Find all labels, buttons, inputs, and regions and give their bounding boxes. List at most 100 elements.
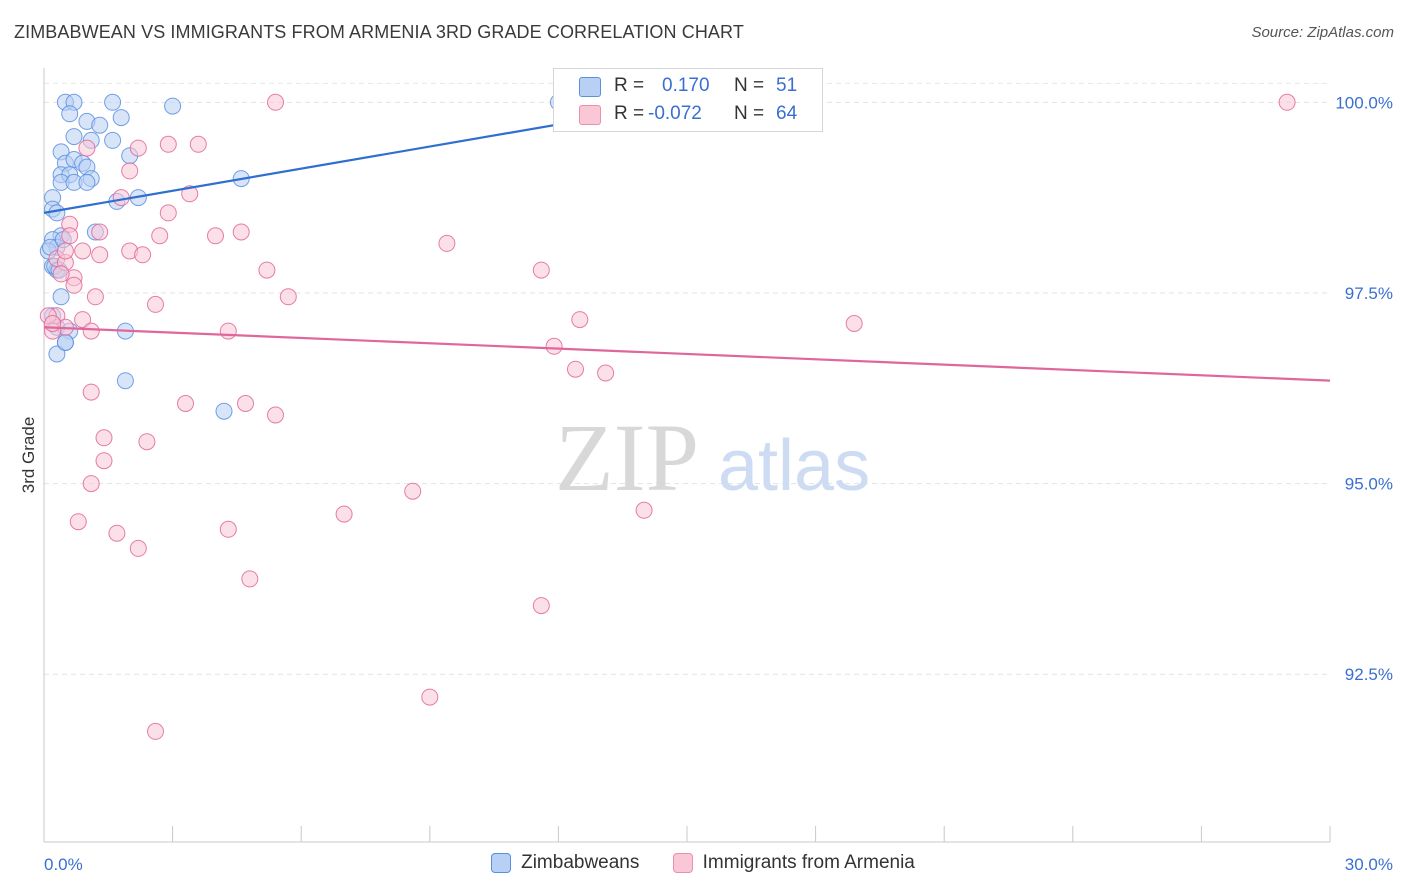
legend: Zimbabweans Immigrants from Armenia [0, 852, 1406, 879]
point-armenia [438, 234, 456, 252]
point-armenia [134, 246, 152, 264]
point-armenia [91, 246, 109, 264]
legend-item-zimbabweans[interactable]: Zimbabweans [491, 852, 639, 874]
point-armenia [65, 276, 83, 294]
point-armenia [147, 295, 164, 313]
trend-line-armenia [43, 326, 1331, 382]
point-armenia [189, 135, 207, 153]
stats-r-value-2: -0.072 [648, 103, 702, 124]
point-armenia [147, 722, 164, 740]
x-tick-label: 30.0% [1345, 855, 1393, 874]
point-armenia [404, 482, 422, 500]
point-armenia [219, 520, 237, 538]
point-zimbabweans [164, 97, 182, 115]
point-armenia [138, 433, 156, 451]
point-armenia [52, 265, 70, 283]
point-armenia [267, 406, 284, 424]
legend-swatch-zimbabweans [491, 853, 512, 873]
watermark-atlas: atlas [718, 426, 870, 506]
source-label: Source: ZipAtlas.com [1251, 24, 1394, 41]
watermark-zip: ZIP [555, 404, 699, 511]
y-tick-label: 95.0% [1345, 475, 1393, 494]
legend-label-zimbabweans: Zimbabweans [521, 852, 640, 873]
point-armenia [421, 688, 439, 706]
point-armenia [61, 227, 79, 245]
point-armenia [1278, 93, 1296, 111]
data-points [39, 93, 1296, 740]
point-armenia [597, 364, 615, 382]
axis-labels: 100.0% 97.5% 95.0% 92.5% 0.0% 30.0% 3rd Grade [19, 93, 1393, 874]
point-armenia [74, 242, 92, 260]
point-armenia [86, 288, 104, 306]
stats-r-label-2: R = [614, 103, 645, 124]
point-armenia [95, 452, 113, 470]
point-armenia [219, 322, 237, 340]
legend-swatch-armenia [672, 853, 693, 873]
legend-item-armenia[interactable]: Immigrants from Armenia [672, 852, 915, 874]
point-zimbabweans [48, 345, 66, 363]
point-armenia [69, 513, 87, 531]
point-armenia [567, 360, 584, 378]
point-armenia [232, 223, 250, 241]
point-armenia [241, 570, 259, 588]
point-armenia [181, 185, 199, 203]
y-tick-label: 97.5% [1345, 284, 1393, 303]
axes [43, 68, 1331, 843]
point-armenia [151, 227, 169, 245]
point-armenia [56, 242, 74, 260]
point-armenia [545, 337, 563, 355]
point-armenia [44, 315, 62, 332]
point-zimbabweans [116, 372, 134, 390]
point-zimbabweans [56, 334, 74, 351]
point-armenia [108, 524, 126, 542]
point-zimbabweans [91, 116, 109, 134]
y-axis-label: 3rd Grade [19, 417, 38, 494]
point-zimbabweans [215, 402, 233, 420]
point-armenia [129, 139, 147, 157]
stats-n-label-2: N = [734, 103, 765, 124]
point-armenia [258, 261, 276, 279]
stats-r-label-1: R = [614, 75, 645, 96]
point-armenia [121, 162, 139, 180]
point-zimbabweans [52, 288, 70, 306]
x-tick-label: 0.0% [44, 855, 83, 874]
point-zimbabweans [65, 128, 83, 146]
point-armenia [845, 315, 863, 332]
stats-swatch-armenia [579, 105, 601, 125]
point-armenia [267, 93, 284, 111]
point-armenia [207, 227, 224, 245]
point-armenia [82, 475, 100, 493]
point-zimbabweans [78, 173, 96, 191]
point-zimbabweans [104, 93, 122, 111]
point-armenia [177, 395, 194, 412]
point-armenia [95, 429, 113, 447]
point-zimbabweans [61, 105, 79, 123]
y-tick-label: 100.0% [1335, 93, 1393, 112]
point-armenia [279, 288, 297, 306]
stats-r-value-1: 0.170 [662, 75, 710, 96]
point-armenia [571, 311, 589, 329]
stats-n-value-1: 51 [776, 75, 798, 96]
point-zimbabweans [104, 131, 122, 149]
point-armenia [159, 135, 177, 153]
point-armenia [91, 223, 109, 241]
legend-label-armenia: Immigrants from Armenia [702, 852, 915, 873]
point-zimbabweans [112, 109, 130, 127]
y-tick-label: 92.5% [1345, 665, 1393, 684]
watermark: ZIP atlas [555, 404, 870, 511]
stats-swatch-zimbabweans [579, 77, 601, 97]
stats-n-label-1: N = [734, 75, 765, 96]
point-armenia [635, 501, 653, 519]
point-armenia [78, 139, 96, 157]
stats-legend: R = 0.170 N = 51 R = -0.072 N = 64 [553, 68, 823, 132]
point-armenia [74, 311, 92, 329]
point-armenia [335, 505, 353, 523]
point-zimbabweans [48, 204, 66, 222]
point-armenia [129, 539, 147, 557]
point-armenia [532, 597, 550, 615]
point-armenia [82, 322, 100, 340]
chart-title: ZIMBABWEAN VS IMMIGRANTS FROM ARMENIA 3R… [14, 22, 744, 42]
point-armenia [159, 204, 177, 222]
stats-n-value-2: 64 [776, 103, 798, 124]
